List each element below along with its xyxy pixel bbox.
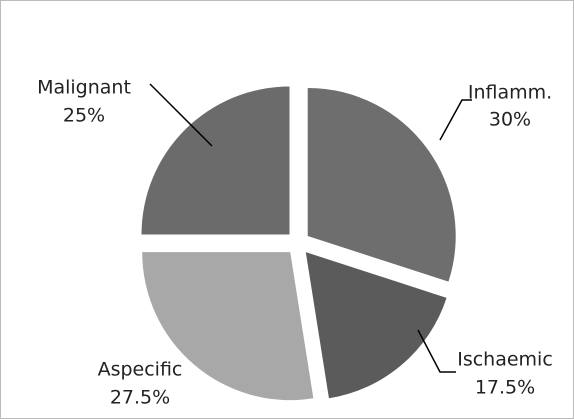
- leader-line: [149, 83, 213, 147]
- category-label: Ischaemic: [457, 349, 553, 371]
- value-label: 30%: [489, 109, 531, 131]
- value-label: 25%: [63, 105, 105, 127]
- value-label: 17.5%: [475, 377, 535, 399]
- pie-slice: [142, 252, 314, 401]
- category-label: Inflamm.: [468, 82, 552, 104]
- pie-slice: [141, 86, 290, 235]
- pie-slice: [307, 87, 456, 282]
- category-label: Malignant: [37, 77, 131, 99]
- category-label: Aspecific: [98, 359, 183, 381]
- leader-line: [439, 99, 472, 141]
- leader-line: [417, 329, 456, 373]
- pie-slice: [305, 252, 447, 399]
- value-label: 27.5%: [110, 387, 170, 409]
